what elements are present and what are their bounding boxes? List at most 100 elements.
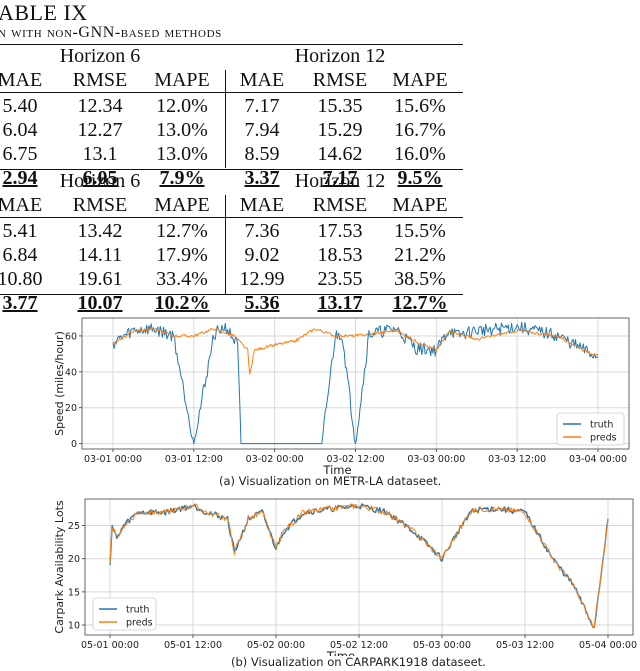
table-cell: 12.99 bbox=[239, 268, 285, 290]
table-cell-best: 3.77 bbox=[2, 292, 38, 314]
table-cell: 5.40 bbox=[2, 95, 38, 117]
table-cell-best: 3.37 bbox=[244, 167, 280, 189]
table-cell: 6.84 bbox=[2, 244, 38, 266]
y-tick-label: 20 bbox=[68, 554, 80, 565]
table-cell: 13.0% bbox=[156, 119, 208, 141]
table-cell: 6.75 bbox=[2, 143, 38, 165]
table-cell: 18.53 bbox=[317, 244, 363, 266]
table-cell: 16.7% bbox=[394, 119, 446, 141]
header-rule bbox=[0, 92, 463, 94]
table-cell: 17.9% bbox=[156, 244, 208, 266]
x-tick-label: 03-03 00:00 bbox=[407, 454, 465, 465]
x-tick-label: 03-01 12:00 bbox=[165, 454, 223, 465]
table-cell: 12.0% bbox=[156, 95, 208, 117]
block-bottom-rule bbox=[0, 169, 463, 171]
column-header: RMSE bbox=[72, 194, 128, 216]
y-tick-label: 10 bbox=[68, 621, 80, 632]
y-tick-label: 25 bbox=[68, 521, 80, 532]
plot-frame bbox=[81, 317, 630, 450]
series-line-preds bbox=[109, 503, 609, 629]
table-cell: 6.04 bbox=[2, 119, 38, 141]
table-cell: 12.34 bbox=[77, 95, 123, 117]
x-tick-label: 03-03 12:00 bbox=[488, 454, 546, 465]
y-tick-label: 0 bbox=[71, 439, 77, 450]
table-cell: 9.02 bbox=[244, 244, 280, 266]
chart-carpark: 05-01 00:00 05-01 12:00 05-02 00:00 05-02 1… bbox=[40, 491, 640, 663]
table-cell-best: 2.94 bbox=[2, 167, 38, 189]
table-cell: 12.7% bbox=[156, 220, 208, 242]
legend-label-preds: preds bbox=[590, 433, 617, 444]
column-header: MAE bbox=[0, 194, 43, 216]
chart-metr-la-plot: 03-01 00:00 03-01 12:00 03-02 00:00 03-02 1… bbox=[53, 317, 630, 477]
series-line-truth bbox=[112, 321, 599, 445]
table-cell: 8.59 bbox=[244, 143, 280, 165]
table-cell-best: 6.05 bbox=[82, 167, 118, 189]
horizon-6-header: Horizon 6 bbox=[59, 170, 141, 192]
table-cell: 7.36 bbox=[244, 220, 280, 242]
y-tick-label: 40 bbox=[65, 367, 77, 378]
block-bottom-rule bbox=[0, 294, 463, 296]
column-header: MAE bbox=[0, 69, 43, 91]
y-axis-label: Carpark Availability Lots bbox=[53, 500, 66, 633]
chart-metr-la: 03-01 00:00 03-01 12:00 03-02 00:00 03-02 1… bbox=[40, 310, 640, 480]
table-cell: 38.5% bbox=[394, 268, 446, 290]
column-header: MAPE bbox=[154, 194, 210, 216]
table-caption-subtitle: n with non-GNN-based methods bbox=[0, 24, 222, 41]
table-cell: 13.1 bbox=[82, 143, 118, 165]
chart-carpark-plot: 05-01 00:00 05-01 12:00 05-02 00:00 05-02 1… bbox=[53, 498, 637, 663]
column-divider bbox=[225, 195, 227, 294]
table-cell: 14.62 bbox=[317, 143, 363, 165]
column-header: RMSE bbox=[312, 69, 368, 91]
table-cell-best: 5.36 bbox=[244, 292, 280, 314]
figure-caption-a: (a) Visualization on METR-LA dataseet. bbox=[219, 474, 442, 488]
table-cell: 16.0% bbox=[394, 143, 446, 165]
table-cell: 12.27 bbox=[77, 119, 123, 141]
y-tick-label: 15 bbox=[68, 587, 80, 598]
y-axis-label: Speed (miles/hour) bbox=[53, 331, 66, 436]
table-cell-best: 7.9% bbox=[159, 167, 205, 189]
horizon-12-header: Horizon 12 bbox=[294, 45, 386, 67]
column-header: MAPE bbox=[392, 69, 448, 91]
column-header: RMSE bbox=[72, 69, 128, 91]
x-tick-label: 05-01 12:00 bbox=[164, 640, 222, 651]
column-header: MAPE bbox=[154, 69, 210, 91]
legend-label-preds: preds bbox=[126, 618, 153, 629]
column-header: RMSE bbox=[312, 194, 368, 216]
table-cell-best: 12.7% bbox=[392, 292, 448, 314]
table-cell: 13.42 bbox=[77, 220, 123, 242]
table-cell: 15.5% bbox=[394, 220, 446, 242]
series-line-preds bbox=[112, 327, 599, 375]
table-cell: 33.4% bbox=[156, 268, 208, 290]
x-tick-label: 03-04 00:00 bbox=[569, 454, 627, 465]
column-divider bbox=[225, 70, 227, 168]
x-tick-label: 03-02 12:00 bbox=[326, 454, 384, 465]
table-cell-best: 7.17 bbox=[322, 167, 358, 189]
table-cell: 15.6% bbox=[394, 95, 446, 117]
x-tick-label: 03-02 00:00 bbox=[246, 454, 304, 465]
table-cell: 23.55 bbox=[317, 268, 363, 290]
table-cell: 15.29 bbox=[317, 119, 363, 141]
figure-caption-b: (b) Visualization on CARPARK1918 datasee… bbox=[231, 655, 486, 669]
horizon-6-header: Horizon 6 bbox=[59, 45, 141, 67]
x-tick-label: 05-02 00:00 bbox=[247, 640, 305, 651]
x-tick-label: 05-04 00:00 bbox=[579, 640, 637, 651]
x-tick-label: 05-03 00:00 bbox=[413, 640, 471, 651]
table-cell-best: 9.5% bbox=[397, 167, 443, 189]
x-axis-label: Time bbox=[322, 463, 351, 475]
x-tick-label: 03-01 00:00 bbox=[84, 454, 142, 465]
x-tick-label: 05-02 12:00 bbox=[330, 640, 388, 651]
table-cell: 7.94 bbox=[244, 119, 280, 141]
table-cell: 19.61 bbox=[77, 268, 123, 290]
table-cell: 5.41 bbox=[2, 220, 38, 242]
y-tick-label: 20 bbox=[65, 403, 77, 414]
table-cell: 17.53 bbox=[317, 220, 363, 242]
table-caption-title: ABLE IX bbox=[0, 0, 88, 25]
table-cell: 10.80 bbox=[0, 268, 43, 290]
legend-label-truth: truth bbox=[126, 605, 149, 616]
x-tick-label: 05-03 12:00 bbox=[496, 640, 554, 651]
table-cell-best: 10.07 bbox=[77, 292, 123, 314]
y-tick-label: 60 bbox=[65, 331, 77, 342]
column-header: MAPE bbox=[392, 194, 448, 216]
table-cell: 13.0% bbox=[156, 143, 208, 165]
column-header: MAE bbox=[239, 69, 285, 91]
